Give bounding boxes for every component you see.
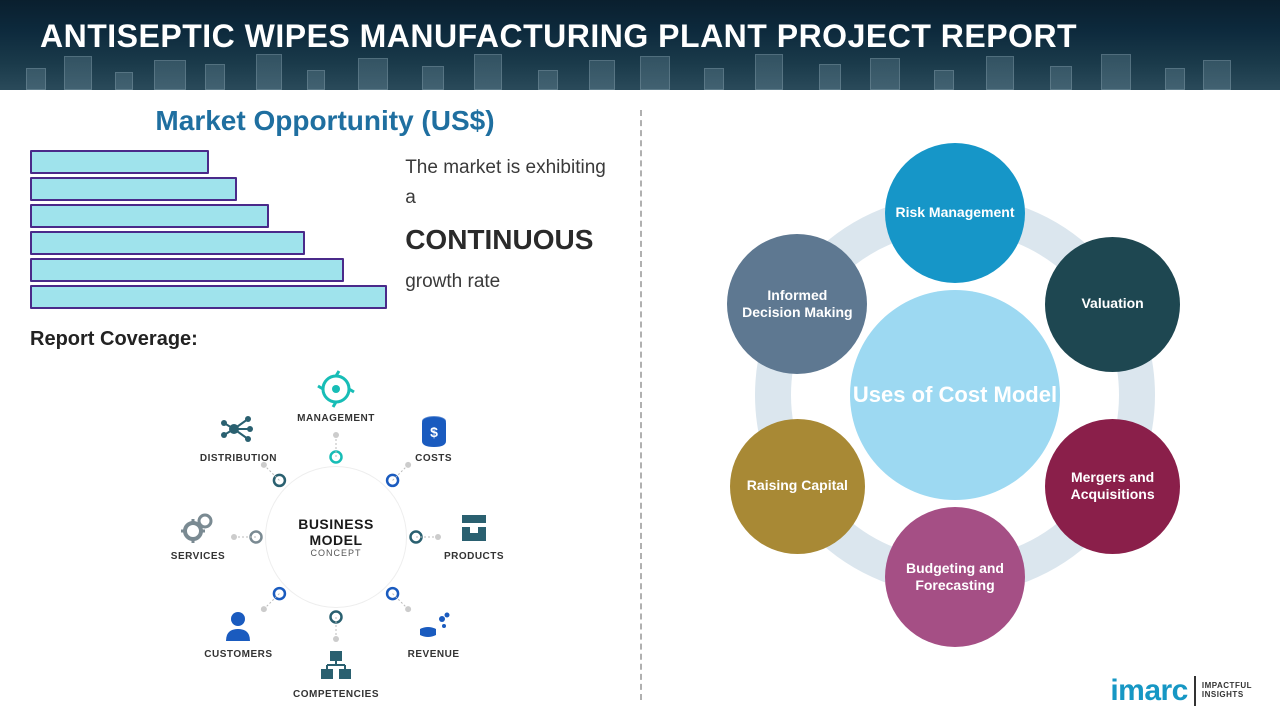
cost-model-node-label: Valuation (1081, 295, 1143, 313)
brand-name: imarc (1110, 674, 1188, 708)
revenue-icon (414, 605, 454, 645)
header-banner: ANTISEPTIC WIPES MANUFACTURING PLANT PRO… (0, 0, 1280, 90)
bm-item-management: MANAGEMENT (281, 369, 391, 424)
bm-item-customers: CUSTOMERS (183, 605, 293, 660)
market-title: Market Opportunity (US$) (30, 105, 620, 137)
ring-center-label: Uses of Cost Model (853, 381, 1057, 409)
growth-big: CONTINUOUS (405, 218, 620, 263)
cost-model-node-label: Raising Capital (747, 477, 848, 495)
cost-model-node-label: Mergers and Acquisitions (1055, 469, 1170, 504)
market-bar (30, 177, 237, 201)
brand-logo: imarc IMPACTFUL INSIGHTS (1110, 674, 1252, 708)
competencies-icon (316, 645, 356, 685)
distribution-icon (218, 409, 258, 449)
bm-item-services: SERVICES (143, 507, 253, 562)
growth-line3: growth rate (405, 271, 500, 292)
svg-text:$: $ (430, 424, 438, 440)
management-icon (316, 369, 356, 409)
cost-model-node-label: Budgeting and Forecasting (895, 560, 1015, 595)
bm-item-label: COMPETENCIES (281, 689, 391, 700)
skyline-decoration (0, 52, 1280, 90)
bm-item-label: COSTS (379, 453, 489, 464)
brand-tagline: IMPACTFUL INSIGHTS (1202, 682, 1252, 700)
products-icon (454, 507, 494, 547)
bm-item-label: CUSTOMERS (183, 649, 293, 660)
market-bar (30, 231, 305, 255)
market-bar-chart (30, 147, 387, 312)
bm-item-label: REVENUE (379, 649, 489, 660)
growth-text-block: The market is exhibiting a CONTINUOUS gr… (405, 147, 620, 297)
bm-item-products: PRODUCTS (419, 507, 529, 562)
page-title: ANTISEPTIC WIPES MANUFACTURING PLANT PRO… (40, 18, 1240, 55)
cost-model-node-label: Informed Decision Making (737, 287, 857, 322)
cost-model-node: Risk Management (885, 143, 1025, 283)
services-icon (178, 507, 218, 547)
bm-item-label: DISTRIBUTION (183, 453, 293, 464)
bm-center-line1: BUSINESS (298, 516, 374, 532)
content-area: Market Opportunity (US$) The market is e… (0, 90, 1280, 720)
brand-divider (1194, 676, 1196, 706)
bm-item-label: MANAGEMENT (281, 413, 391, 424)
cost-model-node: Valuation (1045, 237, 1180, 372)
market-bar (30, 285, 387, 309)
bm-item-distribution: DISTRIBUTION (183, 409, 293, 464)
left-panel: Market Opportunity (US$) The market is e… (0, 90, 640, 720)
customers-icon (218, 605, 258, 645)
cost-model-node: Informed Decision Making (727, 234, 867, 374)
costs-icon: $ (414, 409, 454, 449)
cost-model-diagram: Uses of Cost Model Risk Management Valuat… (675, 115, 1235, 675)
bm-item-costs: $ COSTS (379, 409, 489, 464)
bm-center-line2: MODEL (309, 532, 362, 548)
right-panel: Uses of Cost Model Risk Management Valuat… (640, 90, 1280, 720)
market-bar (30, 150, 209, 174)
cost-model-node: Raising Capital (730, 419, 865, 554)
bm-item-label: PRODUCTS (419, 551, 529, 562)
business-model-diagram: BUSINESS MODEL CONCEPT MANAGEMENT $ COSTS P… (30, 347, 620, 667)
cost-model-node: Budgeting and Forecasting (885, 507, 1025, 647)
bm-center-line3: CONCEPT (310, 548, 361, 558)
bm-item-revenue: REVENUE (379, 605, 489, 660)
bm-item-competencies: COMPETENCIES (281, 645, 391, 700)
bm-center-circle: BUSINESS MODEL CONCEPT (266, 467, 406, 607)
ring-center-circle: Uses of Cost Model (850, 290, 1060, 500)
cost-model-node: Mergers and Acquisitions (1045, 419, 1180, 554)
bm-item-label: SERVICES (143, 551, 253, 562)
market-bar (30, 204, 269, 228)
chart-row: The market is exhibiting a CONTINUOUS gr… (30, 147, 620, 312)
growth-line1: The market is exhibiting a (405, 157, 606, 208)
market-bar (30, 258, 344, 282)
cost-model-node-label: Risk Management (895, 204, 1014, 222)
